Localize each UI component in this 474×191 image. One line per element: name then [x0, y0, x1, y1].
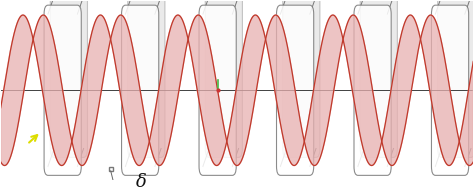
FancyBboxPatch shape — [360, 0, 397, 157]
FancyBboxPatch shape — [128, 0, 165, 157]
FancyBboxPatch shape — [354, 5, 391, 175]
FancyBboxPatch shape — [50, 0, 88, 157]
FancyBboxPatch shape — [283, 0, 320, 157]
Text: δ: δ — [137, 173, 147, 191]
FancyBboxPatch shape — [438, 0, 474, 157]
FancyBboxPatch shape — [205, 0, 242, 157]
FancyBboxPatch shape — [276, 5, 314, 175]
FancyBboxPatch shape — [44, 5, 81, 175]
FancyBboxPatch shape — [199, 5, 236, 175]
FancyBboxPatch shape — [431, 5, 469, 175]
FancyBboxPatch shape — [121, 5, 159, 175]
